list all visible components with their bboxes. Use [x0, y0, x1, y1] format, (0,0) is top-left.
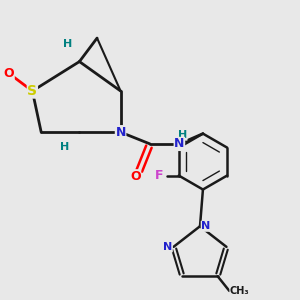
Text: N: N	[116, 126, 126, 139]
Text: CH₃: CH₃	[230, 286, 250, 296]
Text: N: N	[201, 221, 211, 231]
Text: F: F	[155, 169, 164, 182]
Text: H: H	[178, 130, 187, 140]
Text: N: N	[174, 137, 184, 150]
Text: N: N	[163, 242, 172, 252]
Text: O: O	[4, 67, 14, 80]
Text: H: H	[60, 142, 69, 152]
Text: S: S	[27, 84, 38, 98]
Text: H: H	[63, 39, 72, 49]
Text: O: O	[130, 170, 141, 183]
